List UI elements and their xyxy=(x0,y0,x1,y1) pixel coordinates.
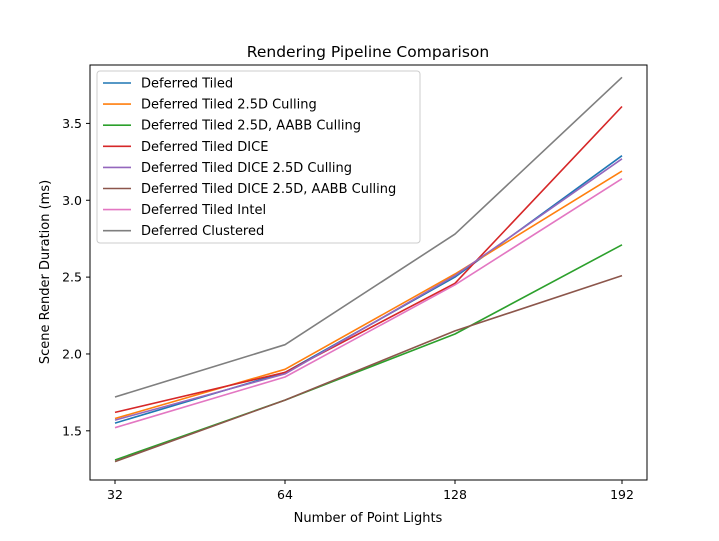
series-line-7 xyxy=(114,178,623,429)
legend-entry: Deferred Tiled 2.5D Culling xyxy=(103,98,317,113)
y-axis-title: Scene Render Duration (ms) xyxy=(38,180,53,364)
x-tick-label: 128 xyxy=(443,487,467,502)
legend-entry: Deferred Tiled DICE 2.5D, AABB Culling xyxy=(103,182,396,197)
legend-label: Deferred Clustered xyxy=(141,224,264,239)
legend-entry: Deferred Tiled DICE 2.5D Culling xyxy=(103,161,352,176)
series-line-5 xyxy=(114,158,623,421)
x-tick-label: 32 xyxy=(107,487,123,502)
series-line-2 xyxy=(114,170,623,420)
x-axis-ticks: 32 64 128 192 xyxy=(107,480,634,502)
series-line-8 xyxy=(114,76,623,398)
y-tick-label: 3.0 xyxy=(62,193,82,208)
legend: Deferred Tiled Deferred Tiled 2.5D Cullin… xyxy=(96,70,421,244)
y-tick-label: 1.5 xyxy=(62,423,82,438)
legend-label: Deferred Tiled 2.5D, AABB Culling xyxy=(141,119,361,134)
x-axis-title: Number of Point Lights xyxy=(294,511,443,526)
legend-label: Deferred Tiled xyxy=(141,77,233,92)
legend-entry: Deferred Tiled DICE xyxy=(103,140,268,155)
series-line-6 xyxy=(114,274,623,463)
legend-label: Deferred Tiled 2.5D Culling xyxy=(141,98,317,113)
y-tick-label: 3.5 xyxy=(62,116,82,131)
legend-label: Deferred Tiled DICE xyxy=(141,140,268,155)
plot-frame xyxy=(89,64,648,481)
legend-label: Deferred Tiled DICE 2.5D, AABB Culling xyxy=(141,182,396,197)
legend-entry: Deferred Tiled xyxy=(103,77,233,92)
series-lines xyxy=(114,76,623,463)
x-tick-label: 192 xyxy=(610,487,634,502)
chart-title: Rendering Pipeline Comparison xyxy=(247,43,489,61)
legend-label: Deferred Tiled DICE 2.5D Culling xyxy=(141,161,352,176)
legend-entry: Deferred Clustered xyxy=(103,224,264,239)
y-tick-label: 2.5 xyxy=(62,270,82,285)
series-line-4 xyxy=(114,105,623,414)
x-tick-label: 64 xyxy=(277,487,293,502)
y-tick-label: 2.0 xyxy=(62,346,82,361)
legend-label: Deferred Tiled Intel xyxy=(141,203,266,218)
legend-entry: Deferred Tiled Intel xyxy=(103,203,266,218)
legend-box xyxy=(96,70,421,244)
series-line-3 xyxy=(114,244,623,461)
y-axis-ticks: 1.5 2.0 2.5 3.0 3.5 xyxy=(62,116,90,438)
legend-entry: Deferred Tiled 2.5D, AABB Culling xyxy=(103,119,361,134)
